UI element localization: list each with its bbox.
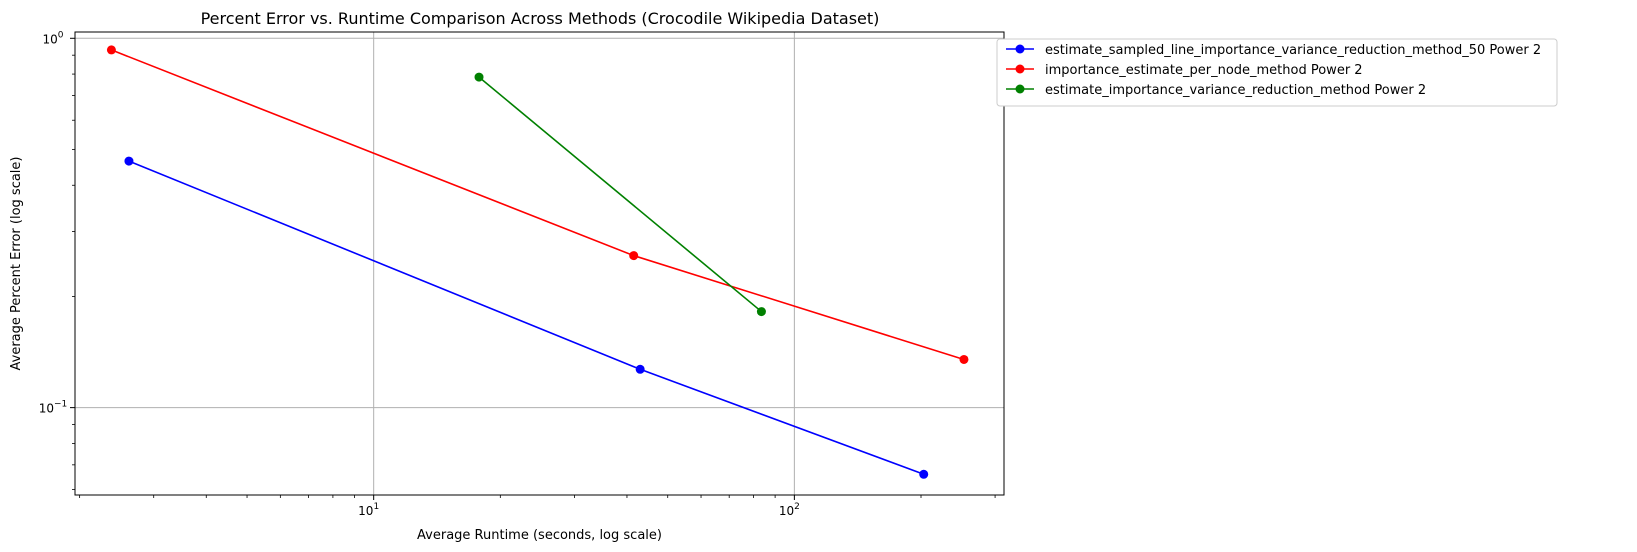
data-point	[629, 251, 639, 261]
data-point	[474, 72, 484, 82]
plot-frame	[74, 31, 1005, 496]
y-tick-label: 100	[42, 30, 63, 46]
legend-swatch-marker	[1015, 44, 1025, 54]
data-point	[959, 354, 969, 364]
series-3	[474, 72, 766, 317]
x-tick-label: 101	[358, 502, 379, 518]
legend-swatch-marker	[1015, 64, 1025, 74]
data-point	[756, 307, 766, 317]
data-point	[919, 469, 929, 479]
data-point	[124, 156, 134, 166]
legend-item: estimate_sampled_line_importance_varianc…	[1006, 43, 1541, 58]
legend-box	[996, 38, 1558, 107]
series-line	[478, 76, 762, 313]
series-line	[111, 49, 965, 361]
data-point	[106, 45, 116, 55]
chart-title: Percent Error vs. Runtime Comparison Acr…	[201, 9, 880, 28]
legend-item: importance_estimate_per_node_method Powe…	[1006, 63, 1363, 78]
series-line	[128, 160, 925, 476]
series-1	[124, 156, 929, 479]
legend-label: importance_estimate_per_node_method Powe…	[1045, 63, 1363, 78]
ticks: 101 102 10−1 100	[39, 30, 996, 518]
y-tick-label: 10−1	[39, 400, 68, 416]
grid	[75, 32, 1004, 495]
legend-label: estimate_importance_variance_reduction_m…	[1045, 83, 1426, 98]
legend-label: estimate_sampled_line_importance_varianc…	[1045, 43, 1541, 58]
legend: estimate_sampled_line_importance_varianc…	[996, 38, 1558, 107]
data-point	[635, 364, 645, 374]
y-axis-label: Average Percent Error (log scale)	[9, 157, 24, 371]
legend-item: estimate_importance_variance_reduction_m…	[1006, 83, 1426, 98]
series-layer	[106, 45, 969, 479]
series-2	[106, 45, 969, 364]
x-axis-label: Average Runtime (seconds, log scale)	[417, 528, 662, 543]
x-tick-label: 102	[779, 502, 800, 518]
legend-swatch-marker	[1015, 84, 1025, 94]
